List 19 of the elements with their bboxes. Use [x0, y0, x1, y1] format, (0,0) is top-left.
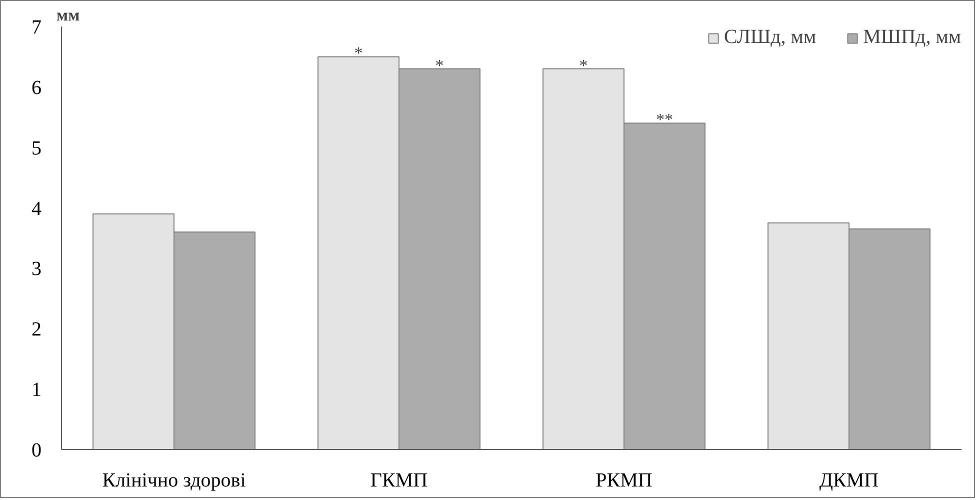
y-axis-title: мм [56, 6, 80, 24]
annotation: ** [656, 110, 673, 130]
x-tick-label: РКМП [596, 470, 652, 492]
y-tick-label: 6 [32, 76, 42, 99]
y-tick-label: 3 [32, 258, 42, 280]
annotation: * [579, 56, 588, 75]
y-tick-label: 1 [32, 379, 42, 402]
x-tick-label: Клінічно здорові [102, 470, 246, 492]
annotation: * [354, 44, 363, 63]
y-tick-label: 2 [32, 318, 42, 341]
legend-label: МШПд, мм [863, 26, 961, 49]
annotation: * [435, 56, 444, 75]
y-tick-label: 5 [32, 137, 42, 160]
y-tick-label: 7 [32, 16, 42, 38]
x-tick-label: ГКМП [370, 470, 428, 492]
y-tick-label: 0 [32, 440, 42, 462]
y-tick-label: 4 [32, 198, 42, 220]
legend-label: СЛШд, мм [724, 26, 816, 49]
x-tick-label: ДКМП [819, 470, 879, 492]
